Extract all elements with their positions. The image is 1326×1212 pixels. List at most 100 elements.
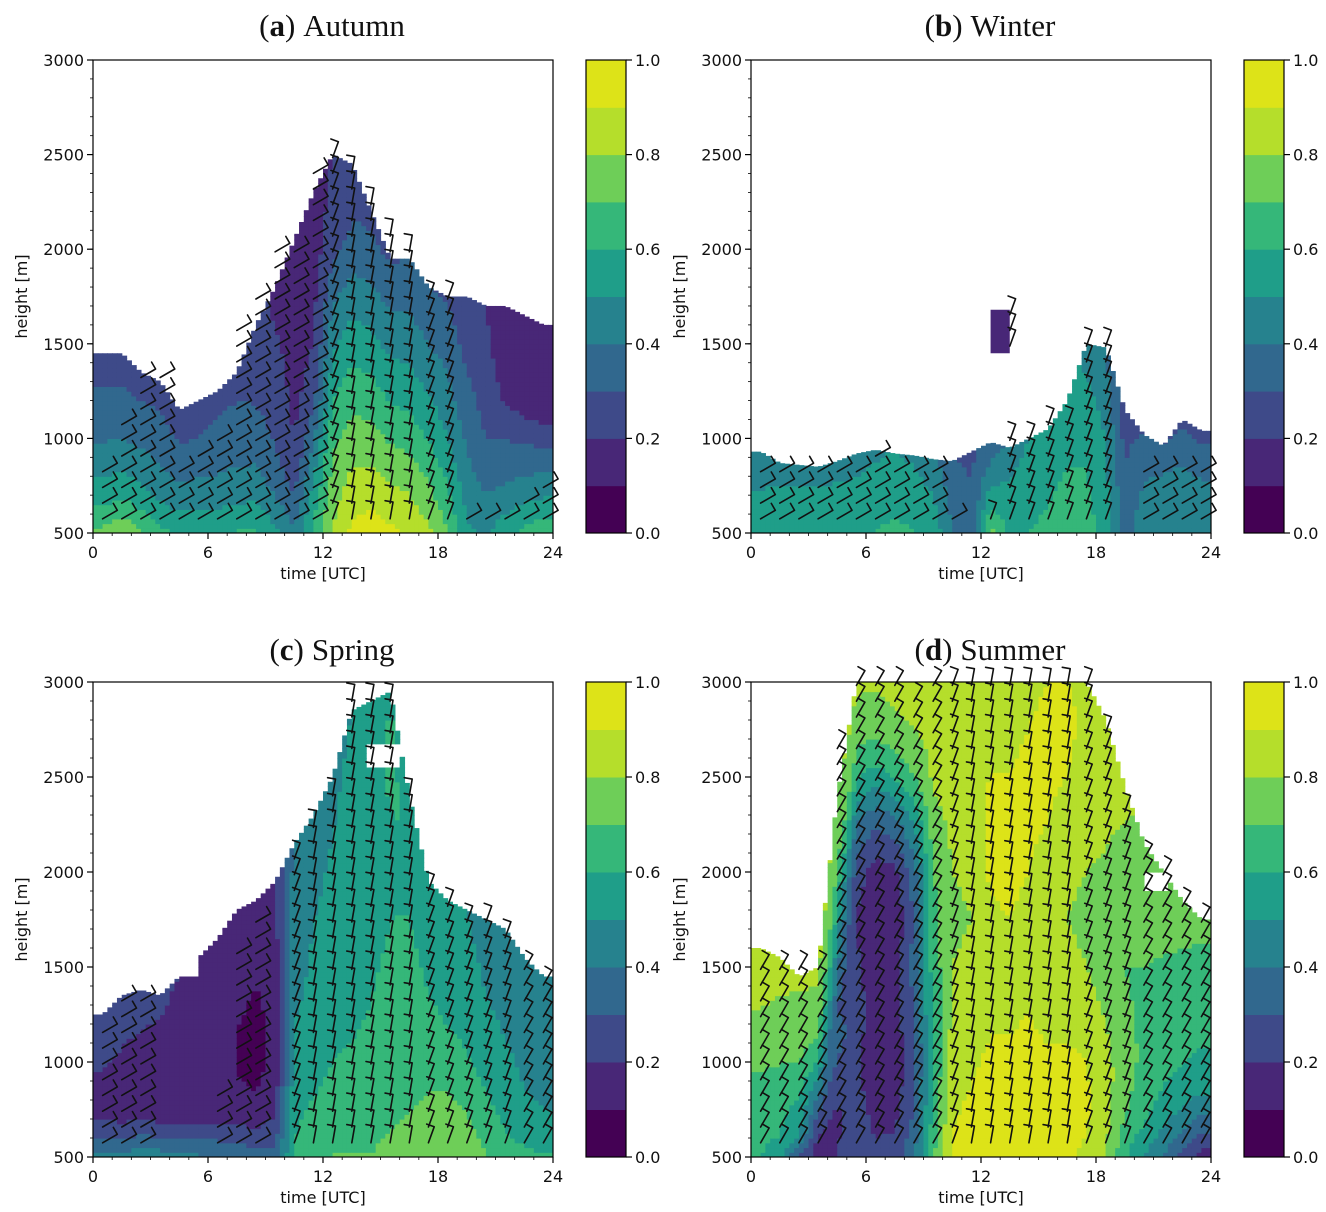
contour-cell <box>332 301 338 307</box>
contour-cell <box>241 419 247 425</box>
contour-cell <box>481 476 487 482</box>
contour-cell <box>485 324 492 331</box>
contour-cell <box>394 428 401 435</box>
contour-cell <box>418 339 425 345</box>
contour-cell <box>155 514 161 520</box>
contour-cell <box>466 301 473 307</box>
contour-cell <box>375 320 382 326</box>
contour-cell <box>481 410 487 416</box>
contour-cell <box>414 518 420 525</box>
contour-cell <box>409 480 415 487</box>
contour-cell <box>481 457 487 463</box>
contour-cell <box>270 414 276 421</box>
contour-cell <box>418 362 425 369</box>
contour-cell <box>275 433 281 439</box>
contour-cell <box>375 244 382 250</box>
contour-cell <box>361 353 367 359</box>
contour-cell <box>500 466 506 473</box>
contour-cell <box>184 447 190 454</box>
contour-cell <box>140 410 147 416</box>
contour-cell <box>337 339 343 345</box>
contour-cell <box>476 424 482 430</box>
contour-cell <box>313 301 319 307</box>
contour-cell <box>452 424 458 430</box>
contour-cell <box>366 504 372 510</box>
contour-cell <box>385 495 391 501</box>
contour-cell <box>457 381 463 387</box>
contour-cell <box>524 410 530 416</box>
contour-cell <box>423 305 430 312</box>
contour-cell <box>457 443 463 449</box>
wind-barb <box>140 392 157 410</box>
contour-cell <box>438 305 444 312</box>
contour-cell <box>246 528 252 533</box>
contour-cell <box>145 438 152 444</box>
contour-cell <box>184 476 190 482</box>
contour-cell <box>193 490 200 496</box>
contour-cell <box>303 348 310 354</box>
contour-cell <box>342 452 348 458</box>
contour-cell <box>155 391 161 397</box>
contour-cell <box>524 495 530 501</box>
contour-cell <box>231 381 238 387</box>
contour-cell <box>251 362 257 369</box>
contour-cell <box>457 339 463 345</box>
contour-cell <box>332 343 338 350</box>
wind-barb <box>346 170 356 190</box>
contour-cell <box>509 405 516 411</box>
wind-barb <box>384 405 394 426</box>
contour-cell <box>107 400 113 406</box>
contour-cell <box>346 443 353 449</box>
contour-cell <box>327 334 334 340</box>
contour-cell <box>231 376 238 383</box>
contour-cell <box>404 301 410 307</box>
contour-cell <box>514 457 521 463</box>
contour-cell <box>327 310 334 317</box>
contour-cell <box>332 339 338 345</box>
contour-cell <box>519 514 525 520</box>
contour-cell <box>299 414 305 421</box>
contour-cell <box>366 244 372 250</box>
contour-cell <box>476 381 482 387</box>
contour-cell <box>370 528 377 533</box>
wind-barb <box>274 471 291 489</box>
contour-cell <box>241 518 247 525</box>
wind-barb <box>425 452 435 473</box>
wind-barb <box>255 486 272 504</box>
contour-cell <box>543 410 549 416</box>
contour-cell <box>457 334 463 340</box>
wind-barb <box>140 439 157 457</box>
contour-cell <box>533 471 540 477</box>
contour-cell <box>208 495 214 501</box>
contour-cell <box>461 462 468 468</box>
contour-cell <box>337 301 343 307</box>
contour-cell <box>294 296 300 302</box>
contour-cell <box>260 466 267 473</box>
contour-cell <box>289 462 295 468</box>
contour-cell <box>447 523 453 529</box>
contour-cell <box>327 504 334 510</box>
contour-cell <box>524 476 530 482</box>
contour-cell <box>370 381 377 387</box>
contour-cell <box>380 386 386 392</box>
contour-cell <box>366 287 372 293</box>
contour-cell <box>198 410 204 416</box>
contour-cell <box>236 433 243 439</box>
contour-cell <box>150 476 156 482</box>
contour-cell <box>500 514 506 520</box>
contour-cell <box>323 528 329 533</box>
contour-cell <box>342 263 348 269</box>
contour-cell <box>270 296 276 302</box>
contour-cell <box>270 329 276 335</box>
contour-cell <box>313 329 319 335</box>
contour-cell <box>241 376 247 383</box>
contour-cell <box>428 523 434 529</box>
contour-cell <box>457 395 463 402</box>
contour-cell <box>394 320 401 326</box>
contour-cell <box>136 499 142 506</box>
contour-cell <box>318 187 324 194</box>
contour-cell <box>227 386 233 392</box>
contour-cell <box>289 320 295 326</box>
contour-cell <box>351 192 358 198</box>
contour-cell <box>212 462 219 468</box>
